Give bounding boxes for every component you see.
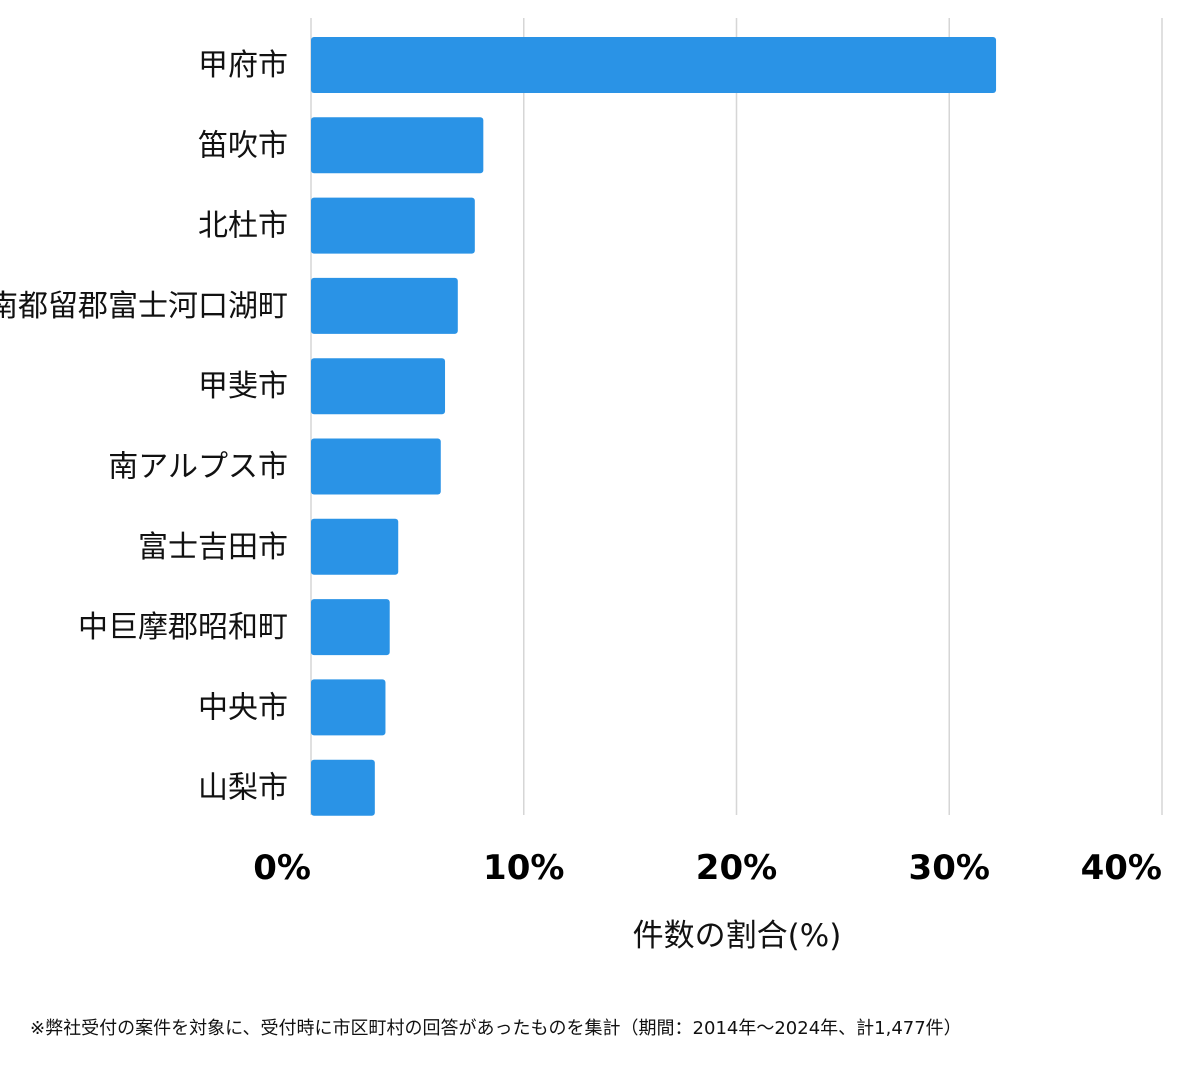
tick-label-10: 10% <box>483 848 564 888</box>
category-label-9: 山梨市 <box>198 771 288 806</box>
bar-7 <box>311 599 390 656</box>
category-label-7: 中巨摩郡昭和町 <box>78 610 288 645</box>
tick-label-20: 20% <box>696 848 777 888</box>
bar-3 <box>311 277 458 334</box>
bar-6 <box>311 518 399 575</box>
bar-2 <box>311 197 475 254</box>
tick-label-40: 40% <box>1081 848 1162 888</box>
bar-1 <box>311 117 484 174</box>
bar-4 <box>311 358 446 415</box>
tick-label-30: 30% <box>909 848 990 888</box>
bar-0 <box>311 37 997 93</box>
bar-5 <box>311 438 441 495</box>
category-label-8: 中央市 <box>198 690 288 725</box>
x-axis-tick-labels: 0% 10% 20% 30% 40% <box>253 848 1162 888</box>
category-label-2: 北杜市 <box>198 209 288 244</box>
category-label-3: 南都留郡富士河口湖町 <box>0 289 288 324</box>
category-label-6: 富士吉田市 <box>138 530 288 565</box>
bar-9 <box>311 759 375 816</box>
category-label-4: 甲斐市 <box>198 369 288 404</box>
category-label-0: 甲府市 <box>198 48 288 83</box>
footnote: ※弊社受付の案件を対象に、受付時に市区町村の回答があったものを集計（期間：201… <box>30 1018 962 1039</box>
bar-8 <box>311 679 386 736</box>
gridlines <box>310 18 1163 815</box>
bars <box>311 37 997 816</box>
category-labels: 甲府市笛吹市北杜市南都留郡富士河口湖町甲斐市南アルプス市富士吉田市中巨摩郡昭和町… <box>0 48 288 806</box>
tick-label-0: 0% <box>253 848 311 888</box>
category-label-1: 笛吹市 <box>198 128 288 163</box>
category-label-5: 南アルプス市 <box>108 450 288 485</box>
x-axis-title: 件数の割合(%) <box>633 918 842 954</box>
